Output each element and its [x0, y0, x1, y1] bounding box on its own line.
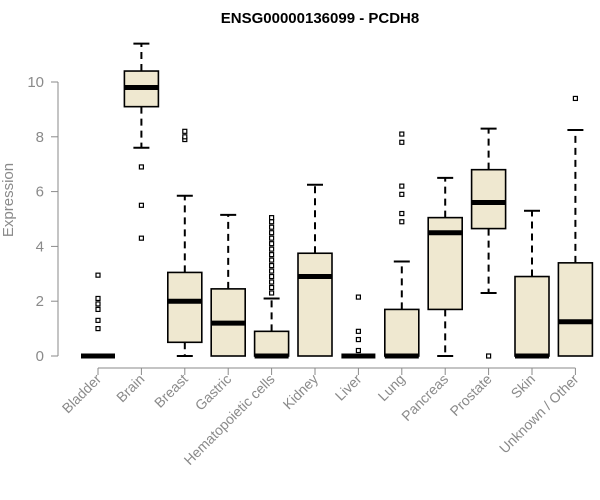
iqr-box [297, 252, 333, 357]
x-tick-label: Gastric [192, 371, 235, 414]
box-brain [123, 42, 160, 241]
outlier-point [269, 252, 275, 258]
outlier-point [138, 202, 144, 208]
iqr-box [383, 308, 420, 357]
outlier-point [399, 183, 405, 189]
outlier-point [269, 246, 275, 252]
box-skin [514, 209, 550, 359]
outlier-point [399, 219, 405, 225]
outlier-point [269, 241, 275, 247]
outlier-point [399, 139, 405, 145]
outlier-point [269, 290, 275, 296]
outlier-point [269, 262, 275, 269]
outlier-point [399, 210, 405, 217]
outlier-point [95, 295, 101, 302]
iqr-box [514, 275, 550, 357]
outlier-point [486, 353, 492, 359]
outlier-point [572, 95, 579, 102]
x-tick-label: Unknown / Other [496, 371, 582, 457]
outlier-point [269, 273, 275, 280]
y-axis-label: Expression [0, 163, 17, 237]
outlier-point [95, 301, 101, 307]
outlier-point [95, 326, 101, 332]
x-tick-label: Breast [151, 371, 191, 411]
outlier-point [269, 235, 275, 241]
box-kidney [297, 183, 333, 357]
x-tick-label: Lung [375, 371, 408, 404]
outlier-point [269, 284, 275, 291]
box-bladder [81, 272, 115, 359]
y-tick-label: 8 [36, 129, 44, 146]
iqr-box [253, 330, 290, 357]
x-tick-label: Bladder [59, 371, 105, 417]
box-breast [167, 128, 203, 357]
outlier-point [95, 317, 101, 323]
box-unknown-other [557, 95, 594, 357]
box-hematopoietic-cells [253, 215, 290, 359]
iqr-box [167, 271, 203, 344]
y-tick-label: 10 [27, 74, 44, 91]
y-tick-label: 6 [36, 184, 44, 201]
x-tick-label: Skin [508, 371, 539, 402]
x-tick-label: Prostate [447, 371, 495, 419]
y-tick-label: 0 [36, 348, 44, 365]
box-pancreas [427, 176, 464, 357]
outlier-point [269, 257, 275, 263]
box-liver [341, 294, 376, 359]
outlier-point [95, 272, 101, 278]
y-axis: 0 2 4 6 8 10 [27, 74, 59, 365]
x-tick-label: Pancreas [398, 371, 451, 424]
outlier-point [399, 131, 405, 137]
boxes-group [81, 42, 594, 359]
box-prostate [470, 127, 507, 359]
x-tick-label: Kidney [280, 371, 322, 413]
outlier-point [355, 347, 361, 354]
outlier-point [355, 294, 361, 300]
outlier-point [269, 230, 275, 236]
iqr-box [557, 262, 594, 357]
outlier-point [355, 336, 361, 343]
y-tick-label: 2 [36, 293, 44, 310]
outlier-point [355, 328, 361, 334]
outlier-point [95, 306, 101, 313]
outlier-point [269, 224, 275, 230]
outlier-point [399, 191, 405, 197]
chart-title: ENSG00000136099 - PCDH8 [221, 10, 419, 27]
outlier-point [269, 219, 275, 225]
y-tick-label: 4 [36, 238, 44, 255]
outlier-point [138, 164, 144, 170]
outlier-point [269, 279, 275, 285]
x-tick-label: Brain [113, 371, 147, 405]
outlier-point [269, 215, 275, 221]
outlier-point [269, 268, 275, 274]
box-gastric [210, 213, 246, 357]
outlier-point [138, 235, 144, 241]
outlier-point [182, 134, 188, 140]
iqr-box [470, 168, 507, 230]
outlier-point [182, 128, 188, 134]
box-lung [383, 131, 420, 359]
x-tick-label: Liver [332, 371, 365, 404]
